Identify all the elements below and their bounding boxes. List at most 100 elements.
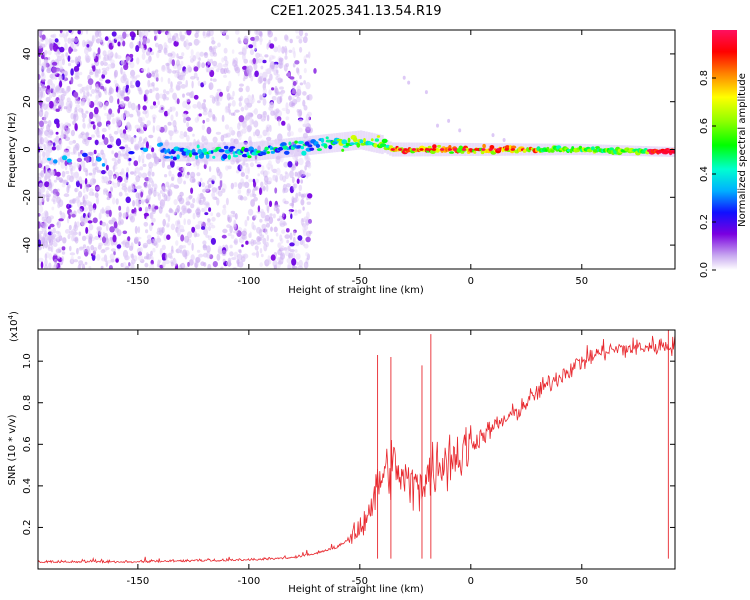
heatmap-noise-cell xyxy=(140,122,145,128)
heatmap-signal-cell xyxy=(316,148,322,152)
heatmap-noise-cell xyxy=(81,113,87,119)
heatmap-noise-cell xyxy=(121,241,127,245)
heatmap-noise-cell xyxy=(211,191,216,198)
chart-title: C2E1.2025.341.13.54.R19 xyxy=(270,4,441,19)
heatmap-signal-cell xyxy=(223,145,229,150)
heatmap-noise-cell xyxy=(122,261,127,268)
heatmap-noise-cell xyxy=(72,139,76,144)
heatmap-noise-cell xyxy=(168,57,173,65)
heatmap-noise-cell xyxy=(100,208,105,214)
heatmap-noise-cell xyxy=(266,234,269,242)
heatmap-noise-cell xyxy=(241,128,247,134)
heatmap-noise-cell xyxy=(166,66,171,74)
heatmap-noise-cell xyxy=(70,255,75,263)
heatmap-noise-cell xyxy=(258,37,263,42)
heatmap-noise-cell xyxy=(289,38,293,44)
heatmap-noise-cell xyxy=(292,63,296,68)
heatmap-signal-peak xyxy=(510,148,516,151)
heatmap-noise-cell xyxy=(296,109,300,113)
heatmap-noise-cell xyxy=(112,164,116,173)
heatmap-noise-cell xyxy=(103,190,106,195)
heatmap-noise-cell xyxy=(252,188,255,196)
heatmap-band-cell xyxy=(247,142,251,162)
colorbar-ticks: 0.0 0.2 0.4 0.6 0.8 xyxy=(699,70,716,278)
heatmap-signal-peak xyxy=(419,148,424,151)
heatmap-noise-cell xyxy=(172,70,177,74)
heatmap-noise-cell xyxy=(61,251,66,255)
heatmap-noise-cell xyxy=(63,148,67,156)
heatmap-noise-cell xyxy=(155,241,159,249)
heatmap-noise-cell xyxy=(157,259,161,268)
heatmap-noise-cell xyxy=(151,82,155,87)
heatmap-noise-cell xyxy=(206,30,211,37)
heatmap-noise-cell xyxy=(43,114,47,122)
heatmap-noise-cell xyxy=(298,191,301,197)
heatmap-noise-cell xyxy=(166,234,171,240)
heatmap-noise-cell xyxy=(51,198,55,202)
heatmap-noise-cell xyxy=(151,152,157,159)
heatmap-noise-cell xyxy=(38,66,41,71)
heatmap-noise-cell xyxy=(122,136,128,143)
heatmap-noise-cell xyxy=(49,215,54,220)
heatmap-noise-cell xyxy=(82,244,87,249)
heatmap-noise-cell xyxy=(55,248,62,254)
heatmap-noise-cell xyxy=(177,37,180,42)
heatmap-noise-cell xyxy=(230,95,234,99)
heatmap-noise-cell xyxy=(99,36,102,44)
heatmap-noise-cell xyxy=(127,134,132,142)
heatmap-noise-cell xyxy=(275,108,280,114)
heatmap-signal-peak xyxy=(440,148,445,151)
heatmap-noise-cell xyxy=(124,176,129,184)
heatmap-noise-cell xyxy=(281,229,286,234)
heatmap-noise-cell xyxy=(123,186,128,193)
heatmap-noise-cell xyxy=(51,61,58,66)
heatmap-signal-peak xyxy=(431,148,437,151)
heatmap-noise-cell xyxy=(101,257,107,262)
heatmap-noise-cell xyxy=(187,231,193,239)
heatmap-noise-cell xyxy=(249,162,254,168)
heatmap-noise-cell xyxy=(209,108,212,113)
heatmap-noise-cell xyxy=(226,261,230,266)
heatmap-noise-cell xyxy=(100,60,104,66)
snr-series-line xyxy=(38,334,675,564)
heatmap-noise-cell xyxy=(111,118,116,125)
heatmap-noise-cell xyxy=(45,37,49,45)
snr-x-ticks: -150 -100 -50 0 50 xyxy=(127,330,588,587)
heatmap-noise-cell xyxy=(163,233,168,242)
heatmap-noise-cell xyxy=(275,167,281,176)
heatmap-noise-cell xyxy=(291,90,297,94)
heatmap-signal-cell xyxy=(95,156,102,162)
heatmap-noise-cell xyxy=(97,102,103,109)
heatmap-noise-cell xyxy=(68,140,74,145)
heatmap-noise-cell xyxy=(135,198,140,207)
heatmap-noise-cell xyxy=(70,129,75,137)
heatmap-noise-cell xyxy=(225,165,229,171)
heatmap-signal-cell xyxy=(264,146,269,151)
heatmap-noise-cell xyxy=(186,121,190,128)
heatmap-noise-cell xyxy=(38,176,42,181)
heatmap-noise-cell xyxy=(230,182,234,190)
heatmap-noise-cell xyxy=(263,77,267,82)
heatmap-noise-cell xyxy=(201,226,206,230)
heatmap-noise-cell xyxy=(297,235,303,241)
heatmap-noise-cell xyxy=(189,176,196,184)
heatmap-noise-cell xyxy=(193,66,199,72)
heatmap-noise-cell xyxy=(108,176,112,185)
heatmap-noise-cell xyxy=(62,124,67,130)
heatmap-signal-cell xyxy=(47,157,52,161)
heatmap-noise-cell xyxy=(201,124,205,131)
heatmap-noise-cell xyxy=(182,249,187,257)
heatmap-noise-cell xyxy=(155,92,160,101)
heatmap-noise-cell xyxy=(300,217,304,226)
heatmap-noise-cell xyxy=(143,94,147,102)
heatmap-noise-cell xyxy=(217,62,223,71)
heatmap-noise-cell xyxy=(245,174,249,180)
heatmap-signal-cell xyxy=(590,146,595,151)
heatmap-noise-cell xyxy=(167,214,171,223)
heatmap-noise-cell xyxy=(259,247,263,254)
heatmap-noise-cell xyxy=(87,123,90,129)
heatmap-signal-cell xyxy=(374,138,380,142)
heatmap-noise-cell xyxy=(100,265,104,269)
heatmap-noise-cell xyxy=(291,265,298,269)
heatmap-noise-cell xyxy=(95,186,101,191)
